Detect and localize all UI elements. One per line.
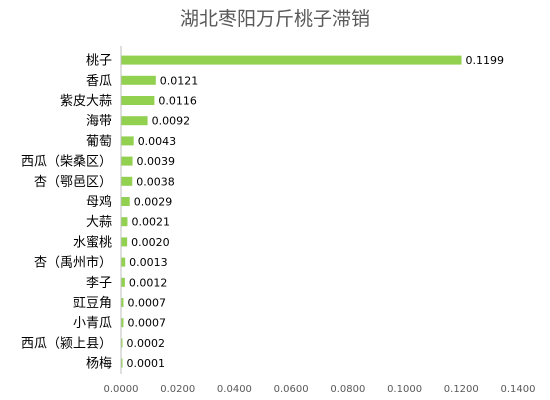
category-label: 李子: [86, 276, 112, 291]
bar: [121, 55, 462, 65]
category-label: 桃子: [86, 54, 112, 69]
bar: [121, 156, 133, 166]
data-label: 0.0012: [129, 276, 168, 289]
data-label: 0.0021: [131, 216, 170, 229]
bar: [121, 197, 130, 206]
data-label: 0.0020: [131, 236, 170, 249]
data-label: 0.0007: [127, 297, 166, 310]
category-label: 杨梅: [86, 357, 112, 372]
x-tick-label: 0.0200: [160, 384, 195, 395]
bar: [121, 257, 126, 267]
x-tick-label: 0.0000: [104, 384, 139, 395]
category-label: 杏（禹州市）: [34, 255, 112, 271]
data-label: 0.0043: [138, 135, 177, 148]
category-label: 豇豆角: [73, 296, 112, 311]
bar: [121, 338, 123, 348]
data-label: 0.0116: [158, 95, 197, 108]
x-tick-label: 0.1000: [387, 384, 422, 395]
data-label: 0.0039: [137, 155, 176, 168]
x-tick-label: 0.1200: [444, 384, 479, 395]
bar: [121, 298, 124, 307]
x-tick-label: 0.0600: [274, 384, 309, 395]
bar: [121, 277, 125, 287]
x-tick-label: 0.0400: [217, 384, 252, 395]
category-label: 西瓜（颍上县）: [21, 336, 112, 351]
category-label: 西瓜（柴桑区）: [21, 155, 112, 170]
bar: [121, 318, 124, 328]
bar: [121, 75, 156, 85]
category-label: 大蒜: [86, 215, 112, 230]
category-label: 葡萄: [86, 134, 112, 149]
x-tick-label: 0.0800: [330, 384, 365, 395]
chart-title: 湖北枣阳万斤桃子滞销: [180, 8, 370, 30]
category-label: 香瓜: [86, 74, 112, 89]
bar: [121, 136, 134, 146]
bar: [121, 116, 148, 126]
bar: [121, 358, 123, 368]
category-label: 母鸡: [86, 194, 112, 210]
bar: [121, 237, 128, 247]
data-label: 0.1199: [466, 54, 505, 67]
bars-layer: 桃子 0.1199 香瓜 0.0121 紫皮大蒜 0.0116 海带 0.0092 葡萄 0.00…: [21, 46, 536, 395]
data-label: 0.0121: [160, 74, 199, 87]
data-label: 0.0038: [136, 175, 175, 188]
bar: [121, 217, 128, 227]
bar: [121, 176, 133, 186]
category-label: 杏（鄂邑区）: [34, 175, 112, 190]
data-label: 0.0013: [129, 256, 168, 269]
category-label: 海带: [86, 114, 112, 129]
data-label: 0.0007: [127, 317, 166, 330]
data-label: 0.0092: [152, 115, 191, 128]
x-tick-label: 0.1400: [501, 384, 536, 395]
category-label: 小青瓜: [73, 316, 112, 331]
data-label: 0.0029: [134, 196, 173, 209]
category-label: 紫皮大蒜: [60, 94, 112, 109]
data-label: 0.0002: [127, 337, 166, 350]
data-label: 0.0001: [127, 357, 166, 370]
bar: [121, 96, 155, 105]
category-label: 水蜜桃: [73, 235, 112, 250]
